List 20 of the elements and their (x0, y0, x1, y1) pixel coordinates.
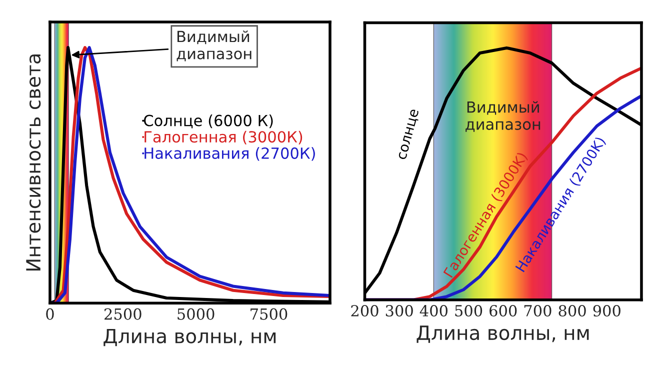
x-tick-label: 5000 (178, 308, 214, 320)
x-tick-label: 200 (351, 304, 378, 317)
legend-label: Галогенная (3000К) (144, 130, 302, 144)
x-tick-label: 600 (490, 304, 517, 317)
x-tick-label: 900 (593, 304, 620, 317)
x-axis-title: Длина волны, нм (416, 326, 589, 343)
annotation: Видимый диапазон (176, 30, 252, 62)
x-tick-label: 7500 (250, 308, 288, 320)
x-tick-label: 800 (558, 304, 586, 317)
x-tick-label: 700 (524, 304, 552, 317)
text: солнце (398, 108, 421, 160)
legend-label: Накаливания (2700К) (144, 147, 315, 161)
x-tick-label: 500 (455, 304, 482, 317)
y-axis-title: Интенсивность света (26, 54, 41, 271)
x-tick-label: 400 (420, 304, 448, 317)
x-tick-label: 0 (46, 308, 54, 320)
x-axis-title: Длина волны, нм (104, 328, 276, 346)
x-tick-label: 300 (386, 304, 413, 317)
legend-label: Солнце (6000 К) (144, 114, 273, 128)
x-tick-label: 2500 (104, 308, 142, 320)
